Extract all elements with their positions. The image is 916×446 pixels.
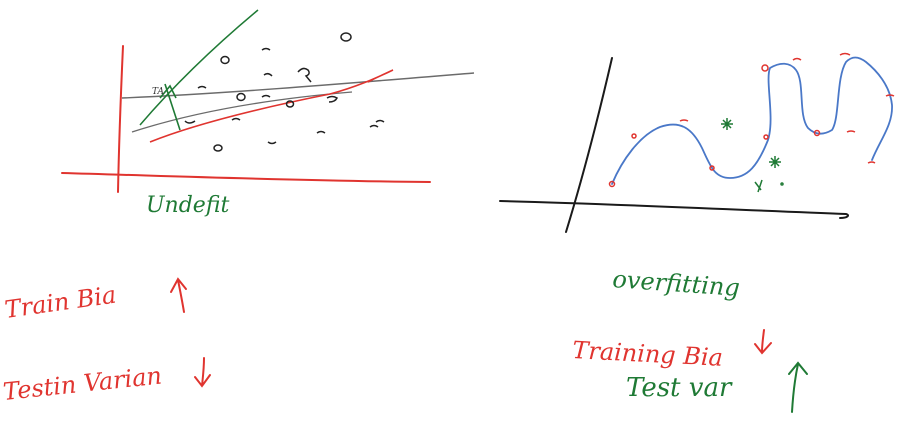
data-point	[197, 85, 207, 89]
data-point	[340, 32, 352, 42]
right-train-arrow-icon	[754, 329, 772, 355]
train-point	[839, 52, 851, 56]
test-point	[721, 118, 733, 130]
data-point	[213, 144, 223, 152]
underfit-green-line	[139, 9, 259, 126]
left-train-label: Train Bia	[3, 281, 118, 324]
right-test-arrow-icon	[788, 361, 808, 413]
overfitting-plot	[499, 52, 895, 233]
overfit-y-axis	[565, 57, 613, 233]
right-test-label: Test var	[626, 373, 733, 403]
train-point	[867, 161, 876, 164]
data-point	[184, 120, 196, 124]
overfit-x-axis	[499, 200, 849, 219]
train-point	[792, 57, 802, 61]
data-point	[261, 94, 271, 98]
train-point	[885, 94, 895, 97]
data-point	[297, 67, 312, 83]
left-train-arrow-icon	[170, 277, 187, 313]
data-point	[285, 100, 295, 108]
test-point	[780, 182, 784, 186]
train-point	[709, 165, 715, 171]
train-point	[846, 130, 856, 133]
data-point	[326, 95, 338, 103]
data-point	[261, 47, 271, 51]
data-point	[267, 141, 277, 145]
data-point	[231, 117, 241, 121]
overfit-caption: overfitting	[612, 265, 741, 302]
train-point	[761, 64, 769, 72]
train-point	[763, 134, 769, 140]
underfit-x-axis	[61, 172, 431, 183]
test-point	[754, 179, 763, 193]
underfit-red-line	[149, 69, 394, 143]
underfit-data-points	[184, 32, 385, 152]
overfit-curve	[611, 56, 893, 185]
overfit-train-points	[608, 52, 895, 188]
underfit-caption: Undefit	[146, 193, 229, 218]
data-point	[369, 119, 385, 128]
train-point	[631, 133, 637, 139]
data-point	[316, 130, 326, 134]
test-point	[769, 156, 781, 168]
train-point	[608, 180, 616, 188]
left-test-label: Testin Varian	[2, 361, 163, 406]
underfit-green-marker	[159, 83, 181, 131]
overfit-test-points	[721, 118, 784, 193]
underfitting-plot: TA	[61, 9, 475, 193]
data-point	[263, 72, 273, 77]
underfit-marker-label: TA	[152, 87, 165, 97]
data-point	[220, 55, 230, 65]
data-point	[236, 92, 246, 102]
train-point	[679, 119, 689, 122]
right-train-label: Training Bia	[572, 336, 724, 372]
train-point	[813, 129, 821, 137]
underfit-y-axis	[117, 45, 124, 193]
left-test-arrow-icon	[194, 357, 211, 388]
